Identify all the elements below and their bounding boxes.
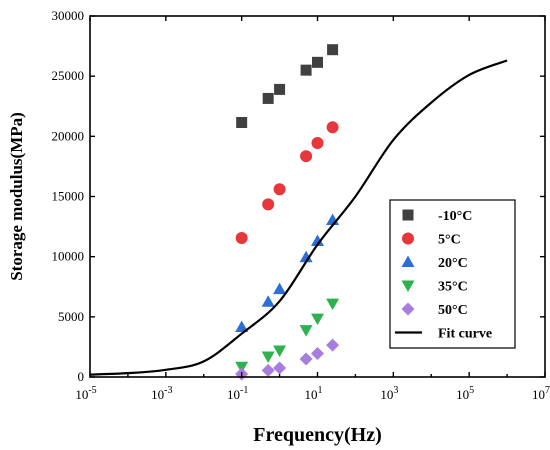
x-tick-label: 103: [380, 385, 398, 402]
fit-curve-line: [89, 59, 508, 376]
legend-box: [389, 199, 516, 349]
x-tick-base: 10: [532, 387, 545, 402]
legend-label: Fit curve: [438, 327, 492, 342]
x-tick-base: 10: [305, 387, 318, 402]
plot-area: [89, 44, 508, 381]
legend-swatch: [401, 302, 415, 316]
data-point-series-3: [326, 298, 340, 311]
data-point-series-1: [300, 150, 313, 163]
x-tick-label: 10-1: [227, 385, 248, 402]
y-tick-label: 30000: [52, 8, 85, 23]
data-point-series-4: [311, 347, 324, 361]
x-tick-label: 10-5: [75, 385, 96, 402]
data-point-series-1: [262, 198, 275, 211]
data-point-series-0: [262, 92, 274, 104]
y-tick-label: 15000: [52, 189, 85, 204]
data-point-series-2: [261, 295, 275, 307]
legend-label: 20°C: [438, 256, 468, 271]
y-tick-label: 20000: [52, 128, 85, 143]
data-point-series-2: [235, 320, 249, 333]
data-point-series-3: [261, 351, 275, 364]
legend-label: 50°C: [438, 303, 468, 318]
y-tick-label: 10000: [52, 249, 85, 264]
data-point-series-1: [235, 232, 248, 245]
y-tick-label: 5000: [58, 309, 84, 324]
data-point-series-2: [273, 282, 287, 295]
data-point-series-0: [300, 64, 312, 76]
data-point-series-4: [326, 338, 340, 352]
x-tick-exponent: -3: [164, 385, 172, 396]
data-point-series-4: [299, 352, 313, 366]
data-point-series-3: [311, 313, 324, 326]
data-point-series-3: [299, 325, 313, 337]
data-point-series-4: [273, 361, 287, 375]
data-point-series-2: [299, 250, 313, 263]
legend-label: -10°C: [438, 209, 472, 224]
x-axis-title: Frequency(Hz): [253, 424, 382, 446]
legend-swatch: [402, 232, 414, 245]
x-tick-label: 10-3: [151, 385, 172, 402]
legend-swatch: [401, 280, 415, 292]
legend: -10°C 5°C 20°C 35°C 50°C Fit curve: [389, 199, 516, 349]
x-tick-exponent: -1: [240, 385, 248, 396]
x-tick-label: 107: [532, 385, 550, 402]
x-tick-base: 10: [151, 387, 164, 402]
x-tick-base: 10: [380, 387, 393, 402]
x-tick-base: 10: [227, 387, 240, 402]
x-tick-base: 10: [75, 387, 88, 402]
y-axis-title: Storage modulus(MPa): [7, 112, 26, 281]
data-point-series-1: [326, 121, 339, 134]
x-tick-exponent: 5: [469, 385, 474, 396]
legend-swatch: [402, 209, 414, 221]
data-point-series-1: [273, 183, 286, 196]
data-point-series-0: [327, 44, 339, 56]
y-tick-label: 0: [78, 369, 85, 384]
x-tick-exponent: 7: [545, 385, 550, 396]
data-point-series-2: [311, 234, 324, 247]
data-point-series-0: [236, 116, 248, 128]
x-tick-label: 101: [305, 385, 323, 402]
data-point-series-0: [274, 83, 286, 95]
legend-swatch: [401, 255, 415, 267]
x-tick-exponent: 1: [318, 385, 323, 396]
x-tick-exponent: -5: [88, 385, 96, 396]
data-point-series-0: [312, 56, 323, 68]
x-tick-exponent: 3: [393, 385, 398, 396]
data-point-series-1: [311, 136, 324, 149]
data-point-series-4: [261, 363, 275, 377]
legend-label: 5°C: [438, 233, 461, 248]
x-tick-base: 10: [456, 387, 469, 402]
y-tick-label: 25000: [52, 68, 85, 83]
data-point-series-3: [273, 345, 287, 358]
legend-label: 35°C: [438, 280, 468, 295]
x-tick-label: 105: [456, 385, 474, 402]
